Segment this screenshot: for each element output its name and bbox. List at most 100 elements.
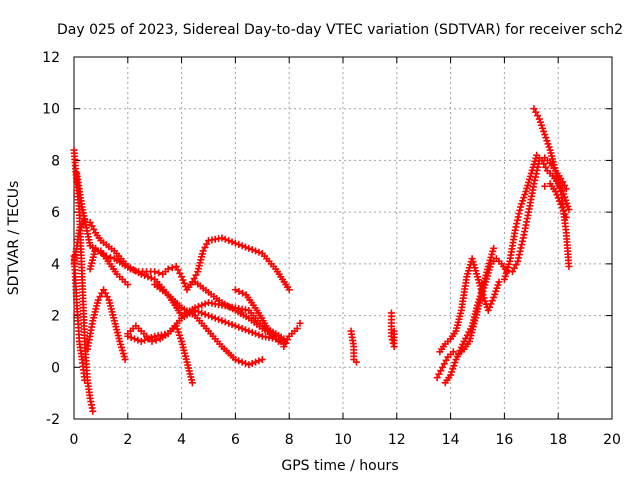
- data-point: [285, 286, 293, 294]
- x-tick-label: 2: [123, 432, 132, 448]
- data-point: [565, 206, 573, 214]
- data-point: [235, 357, 243, 365]
- data-point: [164, 265, 172, 273]
- data-point: [238, 325, 246, 332]
- data-point: [81, 376, 89, 384]
- data-point: [225, 237, 233, 245]
- data-point: [221, 318, 229, 326]
- data-point: [255, 331, 263, 339]
- x-tick-label: 8: [285, 432, 294, 448]
- y-axis-label: SDTVAR / TECUs: [6, 181, 22, 296]
- y-tick-label: 4: [51, 257, 60, 273]
- data-point: [134, 336, 142, 344]
- data-point: [198, 301, 206, 309]
- data-point: [144, 273, 152, 281]
- data-point: [241, 359, 249, 367]
- data-point: [228, 238, 236, 246]
- y-tick-label: -2: [46, 412, 60, 428]
- data-point: [241, 326, 249, 334]
- data-point: [235, 323, 243, 331]
- x-tick-label: 12: [388, 432, 406, 448]
- x-tick-label: 16: [495, 432, 513, 448]
- x-tick-label: 14: [442, 432, 460, 448]
- data-point: [126, 265, 134, 273]
- data-point: [92, 244, 100, 252]
- data-point: [218, 234, 226, 242]
- data-point: [248, 246, 256, 254]
- data-point: [89, 407, 97, 415]
- x-tick-label: 4: [177, 432, 186, 448]
- data-point: [495, 278, 503, 286]
- data-point: [558, 204, 566, 212]
- data-point: [296, 319, 304, 327]
- data-point: [124, 332, 132, 340]
- chart-title: Day 025 of 2023, Sidereal Day-to-day VTE…: [57, 22, 623, 38]
- data-point: [449, 348, 457, 356]
- data-point: [255, 248, 263, 256]
- series-sat-l: [280, 319, 304, 351]
- data-point: [556, 197, 564, 205]
- data-point: [124, 281, 132, 289]
- series-sat-k: [231, 286, 282, 345]
- series-sat-b: [70, 252, 89, 384]
- data-point: [228, 321, 236, 329]
- data-point: [562, 213, 570, 221]
- data-point: [484, 306, 492, 314]
- data-point: [557, 200, 565, 208]
- data-point: [144, 335, 152, 343]
- y-tick-label: 10: [42, 102, 60, 118]
- series-sat-q: [441, 244, 498, 387]
- data-point: [255, 357, 263, 365]
- data-point: [211, 314, 219, 322]
- data-point: [565, 262, 573, 270]
- data-point: [155, 269, 163, 277]
- data-point: [141, 336, 149, 344]
- axis-ticks: 0 2 4 6 8 10 12 14 16 18 20 -2 0 2 4 6 8 10 12: [42, 50, 621, 448]
- x-tick-label: 10: [334, 432, 352, 448]
- data-point: [245, 327, 253, 335]
- data-point: [541, 182, 549, 190]
- data-point: [274, 337, 282, 345]
- data-point: [180, 279, 188, 287]
- series-sat-o: [433, 154, 570, 382]
- data-point: [488, 297, 496, 305]
- data-point: [486, 303, 494, 311]
- data-point: [121, 356, 129, 364]
- data-point: [168, 264, 176, 272]
- data-point: [238, 242, 246, 250]
- data-point: [215, 315, 223, 323]
- data-point: [225, 319, 233, 327]
- data-point: [218, 317, 226, 325]
- series-sat-f: [86, 244, 132, 289]
- data-point: [238, 358, 246, 366]
- data-point: [231, 286, 239, 294]
- data-point: [561, 210, 569, 218]
- series-sat-d: [73, 169, 293, 294]
- x-tick-label: 18: [549, 432, 567, 448]
- data-point: [293, 325, 301, 332]
- data-point: [208, 313, 216, 321]
- data-point: [147, 334, 155, 342]
- data-point: [188, 379, 196, 387]
- data-point: [205, 312, 212, 320]
- data-point: [178, 273, 186, 281]
- x-tick-label: 20: [603, 432, 621, 448]
- y-tick-label: 2: [51, 309, 60, 325]
- data-point: [231, 322, 239, 330]
- data-point: [152, 336, 160, 344]
- y-tick-label: 6: [51, 205, 60, 221]
- data-point: [127, 334, 135, 342]
- data-point: [352, 358, 360, 366]
- data-point: [490, 244, 498, 252]
- y-tick-label: 8: [51, 153, 60, 169]
- data-point: [252, 358, 260, 366]
- data-point: [106, 253, 114, 261]
- data-point: [248, 328, 256, 336]
- y-tick-label: 12: [42, 50, 60, 66]
- data-point: [194, 303, 202, 311]
- data-point: [131, 266, 139, 274]
- data-point: [201, 310, 209, 318]
- data-point: [191, 304, 199, 312]
- data-point: [241, 243, 249, 251]
